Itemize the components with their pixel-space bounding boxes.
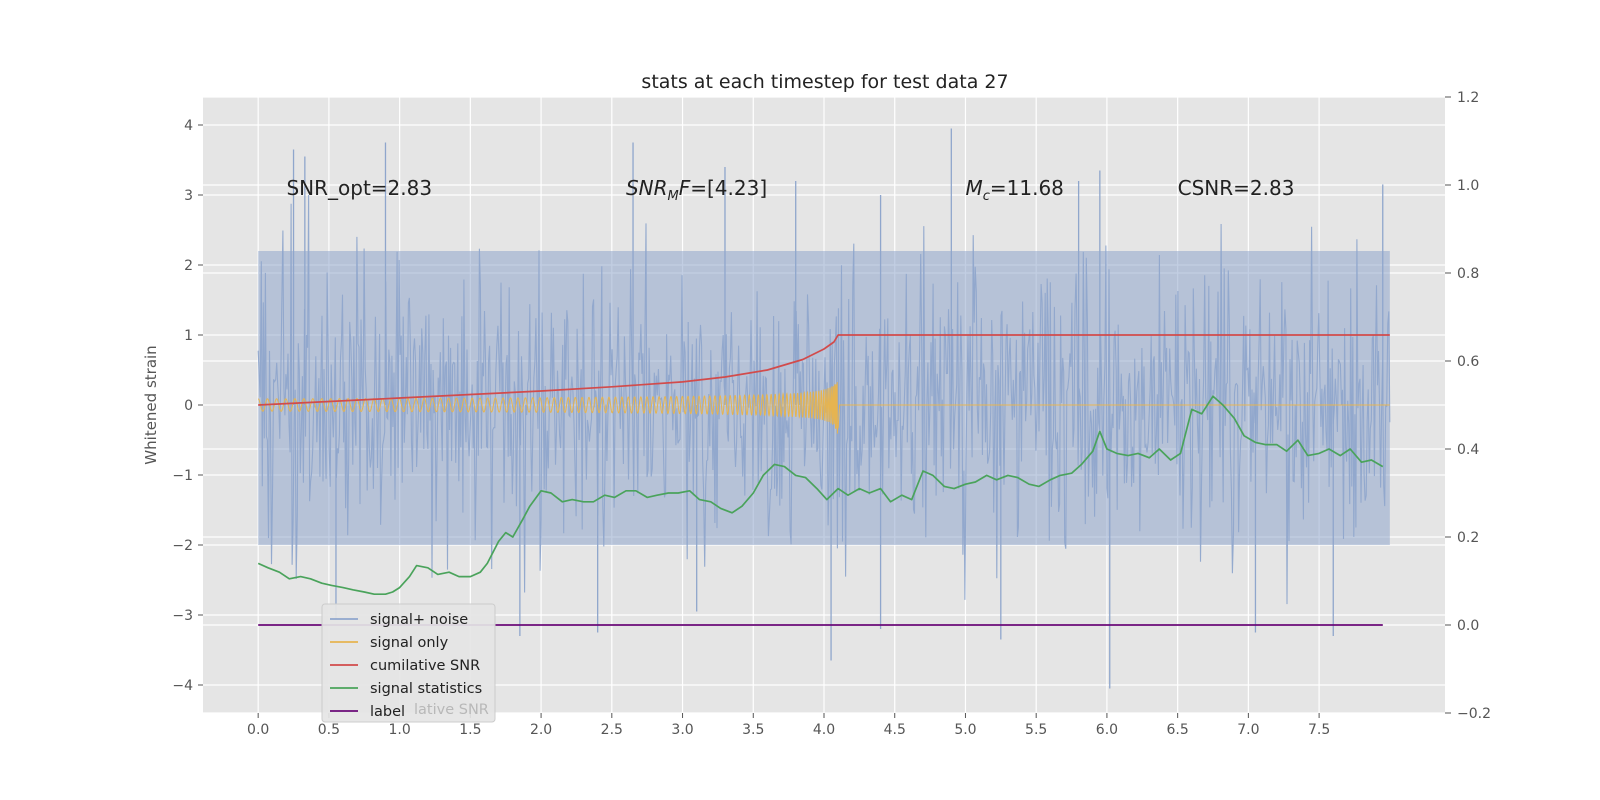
x-tick-label: 6.5	[1167, 722, 1189, 738]
series-cumilative-snr	[258, 334, 1390, 406]
legend: lative SNR signal+ noise signal only cumila…	[321, 603, 496, 723]
y-right-tick-label: 0.0	[1457, 618, 1479, 634]
chirp-trace	[257, 382, 1390, 434]
x-tick-label: 0.5	[318, 722, 340, 738]
y-right-tick-label: 0.6	[1457, 354, 1479, 370]
y-tick-label: 0	[184, 398, 193, 414]
annotation-chirp-mass: Mc=11.68	[965, 176, 1063, 204]
legend-box	[321, 603, 496, 723]
annotation-snr-mf: SNRMF=[4.23]	[626, 176, 767, 204]
x-tick-label: 5.5	[1025, 722, 1047, 738]
annotation-snr-opt: SNR_opt=2.83	[286, 176, 432, 200]
x-axis: 0.0 0.5 1.0 1.5 2.0 2.5 3.0 3.5 4.0 4.5 5.0 5.5 6.0 6…	[247, 713, 1330, 738]
x-tick-label: 4.0	[813, 722, 835, 738]
legend-label: cumilative SNR	[370, 658, 480, 674]
y-tick-label: −4	[172, 678, 193, 694]
x-tick-label: 5.0	[954, 722, 976, 738]
x-tick-label: 3.5	[742, 722, 764, 738]
annotation-csnr: CSNR=2.83	[1178, 176, 1295, 200]
y-tick-label: −2	[172, 538, 193, 554]
legend-bleed-text: lative SNR	[414, 702, 489, 718]
x-tick-label: 2.0	[530, 722, 552, 738]
annotations: SNR_opt=2.83 SNRMF=[4.23] Mc=11.68 CSNR=2.8…	[286, 176, 1294, 204]
y-right-tick-label: 0.8	[1457, 266, 1479, 282]
y-tick-label: 3	[184, 188, 193, 204]
y-tick-label: 4	[184, 118, 193, 134]
legend-label: signal+ noise	[370, 612, 468, 628]
chart-title: stats at each timestep for test data 27	[641, 71, 1008, 93]
x-tick-label: 1.5	[459, 722, 481, 738]
series-signal-statistics	[257, 395, 1384, 596]
y-tick-label: 2	[184, 258, 193, 274]
y-tick-label: 1	[184, 328, 193, 344]
y-right-tick-label: 0.2	[1457, 530, 1479, 546]
x-tick-label: 6.0	[1096, 722, 1118, 738]
x-tick-label: 4.5	[884, 722, 906, 738]
x-tick-label: 2.5	[601, 722, 623, 738]
legend-label: signal statistics	[370, 681, 482, 697]
x-tick-label: 7.0	[1237, 722, 1259, 738]
y-right-tick-label: 0.4	[1457, 442, 1479, 458]
legend-label: signal only	[370, 635, 449, 651]
y-axis-label: Whitened strain	[142, 345, 160, 464]
x-tick-label: 7.5	[1308, 722, 1330, 738]
y-tick-label: −3	[172, 608, 193, 624]
y-right-tick-label: 1.2	[1457, 90, 1479, 106]
legend-label: label	[370, 704, 405, 720]
y-tick-label: −1	[172, 468, 193, 484]
y-right-tick-label: −0.2	[1457, 706, 1491, 722]
y-axis-left: 4 3 2 1 0 −1 −2 −3 −4	[172, 118, 203, 694]
x-tick-label: 1.0	[388, 722, 410, 738]
series-signal-only	[257, 382, 1390, 434]
x-tick-label: 0.0	[247, 722, 269, 738]
x-tick-label: 3.0	[671, 722, 693, 738]
y-axis-right: 1.2 1.0 0.8 0.6 0.4 0.2 0.0 −0.2	[1445, 90, 1491, 722]
y-right-tick-label: 1.0	[1457, 178, 1479, 194]
